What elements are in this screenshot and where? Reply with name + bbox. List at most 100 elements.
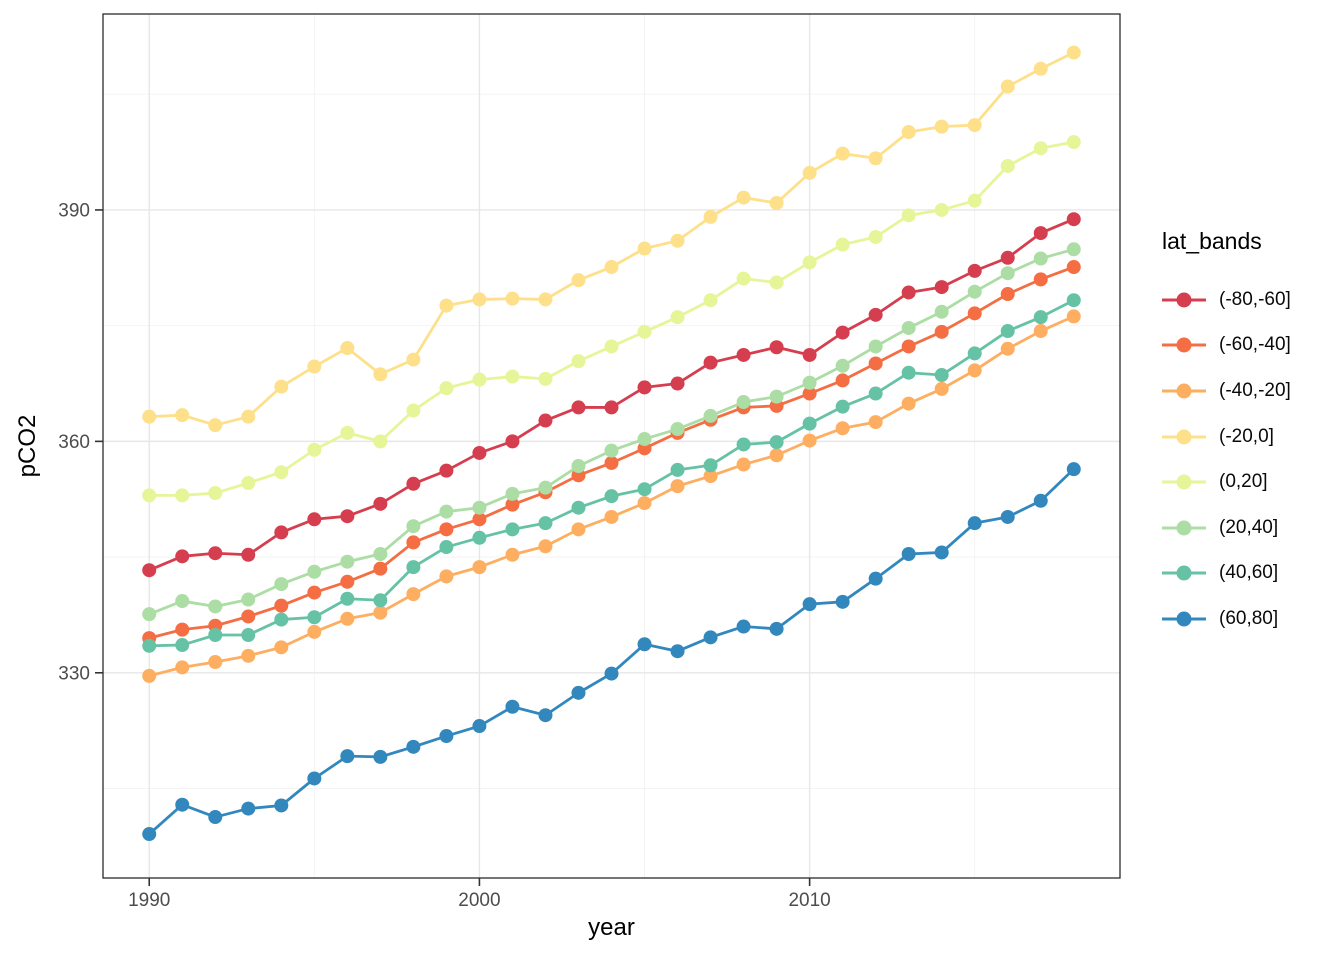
data-point <box>1000 509 1015 524</box>
data-point <box>868 307 883 322</box>
data-point <box>340 425 355 440</box>
legend-key-icon <box>1162 292 1206 308</box>
data-point <box>736 347 751 362</box>
data-point <box>736 457 751 472</box>
data-point <box>868 151 883 166</box>
data-point <box>802 433 817 448</box>
data-point <box>1066 242 1081 257</box>
data-point <box>1066 293 1081 308</box>
data-point <box>901 547 916 561</box>
data-point <box>274 525 289 540</box>
legend-key-point <box>1176 565 1192 581</box>
data-point <box>439 569 454 584</box>
legend-key-icon <box>1162 520 1206 536</box>
data-point <box>505 699 520 714</box>
data-point <box>835 325 850 340</box>
data-point <box>241 648 256 663</box>
data-point <box>967 118 982 133</box>
data-point <box>1033 226 1048 241</box>
legend-item: (-40,-20] <box>1160 368 1344 414</box>
data-point <box>274 379 289 394</box>
data-point <box>604 455 619 470</box>
data-point <box>307 624 322 639</box>
data-point <box>472 512 487 527</box>
data-point <box>934 381 949 396</box>
data-point <box>934 368 949 383</box>
data-point <box>670 479 685 494</box>
data-point <box>1066 260 1081 275</box>
data-point <box>670 310 685 325</box>
data-point <box>868 356 883 371</box>
data-point <box>769 340 784 355</box>
data-point <box>1033 493 1048 508</box>
data-point <box>571 500 586 515</box>
data-point <box>340 341 355 356</box>
data-point <box>538 516 553 531</box>
data-point <box>802 375 817 390</box>
data-point <box>1066 462 1081 477</box>
data-point <box>274 577 289 592</box>
data-point <box>505 434 520 449</box>
data-point <box>703 630 718 645</box>
data-point <box>736 437 751 452</box>
data-point <box>505 522 520 537</box>
data-point <box>472 560 487 575</box>
legend-item-label: (-20,0] <box>1219 425 1274 447</box>
legend-key-point <box>1176 337 1192 353</box>
data-point <box>1000 266 1015 281</box>
x-tick-label: 1990 <box>128 890 170 911</box>
data-point <box>472 445 487 460</box>
data-point <box>505 547 520 562</box>
data-point <box>439 504 454 519</box>
data-point <box>769 196 784 210</box>
data-point <box>571 273 586 288</box>
y-tick-label: 360 <box>58 432 90 453</box>
data-point <box>670 644 685 659</box>
legend-key-point <box>1176 383 1192 399</box>
data-point <box>373 367 388 382</box>
data-point <box>1066 212 1081 227</box>
data-point <box>769 389 784 404</box>
data-point <box>142 638 157 653</box>
data-point <box>505 497 520 512</box>
legend-key-icon <box>1162 337 1206 353</box>
data-point <box>571 354 586 369</box>
data-point <box>406 476 421 491</box>
data-point <box>1000 250 1015 265</box>
data-point <box>538 413 553 428</box>
data-point <box>769 435 784 450</box>
data-point <box>967 263 982 278</box>
legend-item: (-80,-60] <box>1160 277 1344 323</box>
legend-item-label: (0,20] <box>1219 471 1268 493</box>
data-point <box>802 255 817 270</box>
data-point <box>274 612 289 627</box>
data-point <box>439 540 454 555</box>
data-point <box>439 298 454 313</box>
data-point <box>241 592 256 607</box>
data-point <box>868 571 883 586</box>
data-point <box>835 399 850 414</box>
data-point <box>175 488 190 503</box>
data-point <box>307 610 322 625</box>
data-point <box>1000 324 1015 339</box>
data-point <box>901 125 916 140</box>
legend-key-point <box>1176 520 1192 536</box>
data-point <box>604 509 619 524</box>
data-point <box>1033 324 1048 339</box>
legend-item: (60,80] <box>1160 596 1344 642</box>
legend-item-label: (-60,-40] <box>1219 334 1291 356</box>
data-point <box>505 486 520 501</box>
data-point <box>340 574 355 589</box>
legend-item-label: (40,60] <box>1219 562 1279 584</box>
data-point <box>373 547 388 561</box>
data-point <box>241 801 256 816</box>
data-point <box>868 386 883 401</box>
data-point <box>175 797 190 812</box>
data-point <box>472 292 487 307</box>
data-point <box>307 442 322 457</box>
legend-item: (0,20] <box>1160 459 1344 505</box>
y-axis-title: pCO2 <box>14 414 41 478</box>
data-point <box>769 448 784 463</box>
legend: lat_bands (-80,-60] (-60,-40] (-40,-20] (-2… <box>1160 228 1344 642</box>
